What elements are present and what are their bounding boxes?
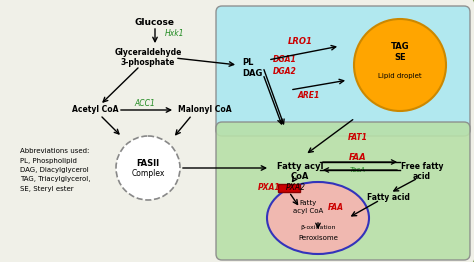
Text: Malonyl CoA: Malonyl CoA [178, 106, 232, 114]
Ellipse shape [267, 182, 369, 254]
Text: DGA2: DGA2 [273, 68, 297, 77]
Text: Fatty acid: Fatty acid [366, 194, 410, 203]
Text: Lipid droplet: Lipid droplet [378, 73, 422, 79]
Text: PXA2: PXA2 [286, 183, 306, 192]
Text: Glyceraldehyde
3-phosphate: Glyceraldehyde 3-phosphate [114, 48, 182, 67]
Text: ARE1: ARE1 [298, 90, 320, 100]
Text: Fatty
acyl CoA: Fatty acyl CoA [293, 200, 323, 214]
Text: LRO1: LRO1 [288, 37, 313, 46]
Circle shape [354, 19, 446, 111]
Text: PXA1: PXA1 [257, 183, 280, 192]
Text: β-oxidation: β-oxidation [300, 226, 336, 231]
FancyBboxPatch shape [216, 122, 470, 260]
Text: Free fatty
acid: Free fatty acid [401, 162, 443, 181]
Text: TAG
SE: TAG SE [391, 42, 410, 62]
Text: PL
DAG: PL DAG [242, 58, 263, 78]
Text: FASII: FASII [137, 160, 160, 168]
FancyBboxPatch shape [278, 184, 300, 192]
Text: Acetyl CoA: Acetyl CoA [72, 106, 118, 114]
Text: FAA: FAA [349, 154, 367, 162]
Text: Fatty acyl
CoA: Fatty acyl CoA [277, 162, 323, 181]
Text: Abbreviations used:
PL, Phospholipid
DAG, Diacylglycerol
TAG, Triacylglycerol,
S: Abbreviations used: PL, Phospholipid DAG… [20, 148, 91, 192]
Text: ACC1: ACC1 [135, 99, 155, 107]
Text: Glucose: Glucose [135, 18, 175, 27]
FancyBboxPatch shape [216, 6, 470, 136]
Text: FAT1: FAT1 [348, 134, 368, 143]
Circle shape [116, 136, 180, 200]
Text: Peroxisome: Peroxisome [298, 235, 338, 241]
Text: FAA: FAA [328, 204, 344, 212]
Text: Complex: Complex [131, 170, 164, 178]
Text: Hxk1: Hxk1 [165, 29, 184, 37]
Text: TesA: TesA [350, 167, 366, 173]
Text: DGA1: DGA1 [273, 56, 297, 64]
